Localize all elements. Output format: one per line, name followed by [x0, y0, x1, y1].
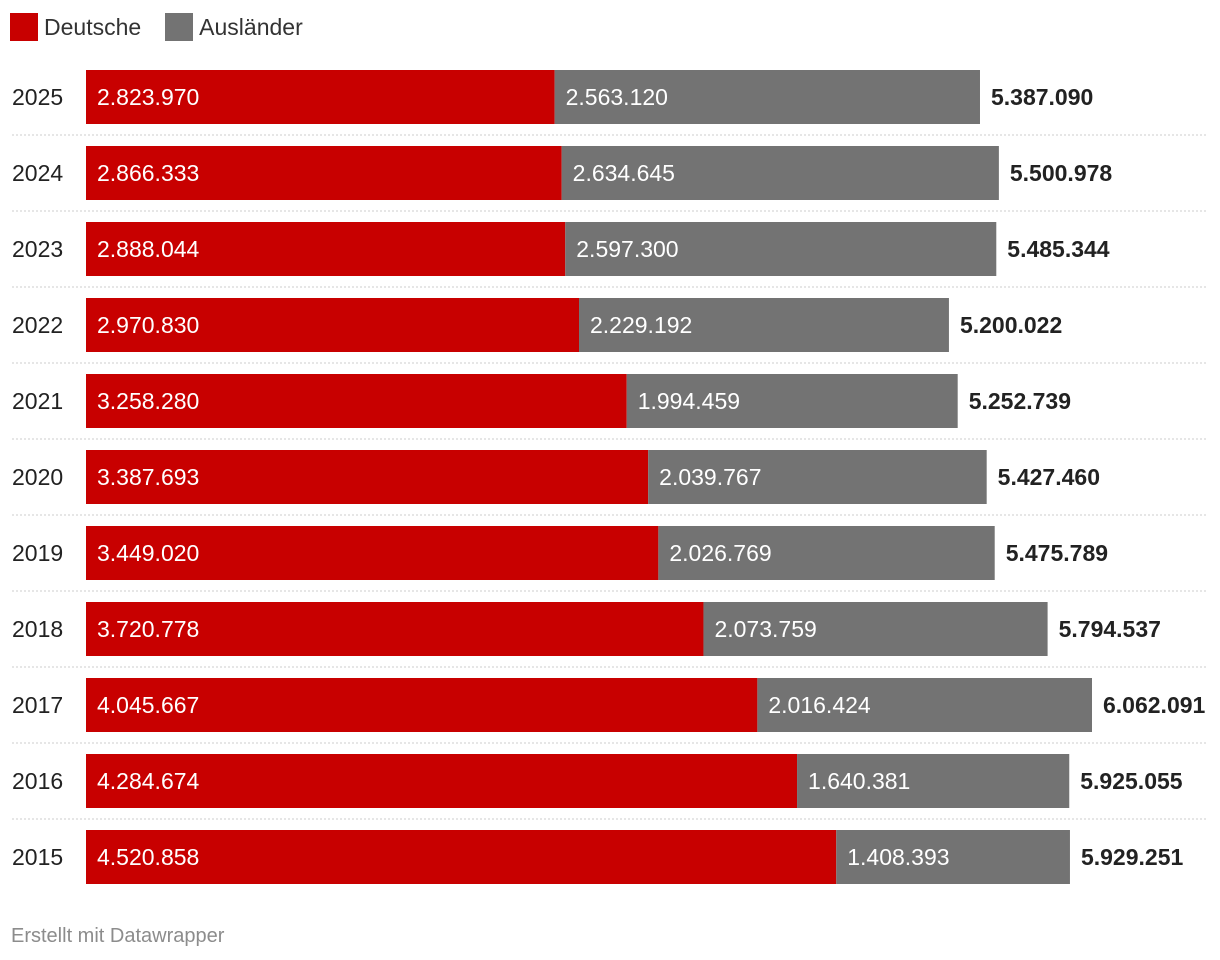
year-label: 2017 [12, 692, 63, 718]
bar-segment-auslaender [658, 526, 995, 580]
year-label: 2022 [12, 312, 63, 338]
total-label: 5.925.055 [1080, 768, 1183, 794]
value-label-deutsche: 3.387.693 [97, 464, 199, 490]
bar-segment-auslaender [757, 678, 1092, 732]
year-label: 2016 [12, 768, 63, 794]
legend: Deutsche Ausländer [10, 12, 303, 42]
bar-segment-auslaender [565, 222, 997, 276]
bar-segment-deutsche [86, 602, 704, 656]
value-label-auslaender: 1.408.393 [847, 844, 949, 870]
total-label: 5.794.537 [1059, 616, 1161, 642]
bar-segment-deutsche [86, 830, 837, 884]
bar-segment-deutsche [86, 146, 562, 200]
bar-segment-auslaender [648, 450, 987, 504]
bar-segment-deutsche [86, 450, 649, 504]
value-label-deutsche: 2.823.970 [97, 84, 199, 110]
year-label: 2020 [12, 464, 63, 490]
year-label: 2025 [12, 84, 63, 110]
value-label-auslaender: 2.229.192 [590, 312, 692, 338]
value-label-deutsche: 4.045.667 [97, 692, 199, 718]
total-label: 5.929.251 [1081, 844, 1184, 870]
bar-segment-auslaender [626, 374, 958, 428]
value-label-auslaender: 2.073.759 [714, 616, 816, 642]
value-label-deutsche: 2.866.333 [97, 160, 199, 186]
year-label: 2024 [12, 160, 63, 186]
value-label-deutsche: 3.258.280 [97, 388, 199, 414]
total-label: 5.387.090 [991, 84, 1093, 110]
value-label-auslaender: 1.640.381 [808, 768, 910, 794]
legend-label-deutsche: Deutsche [44, 13, 142, 40]
value-label-auslaender: 2.026.769 [669, 540, 771, 566]
legend-swatch-auslaender [165, 13, 194, 41]
value-label-deutsche: 4.284.674 [97, 768, 200, 794]
year-label: 2019 [12, 540, 63, 566]
value-label-auslaender: 1.994.459 [638, 388, 740, 414]
bar-segment-auslaender [703, 602, 1048, 656]
bar-segment-deutsche [86, 374, 627, 428]
bar-segment-deutsche [86, 298, 580, 352]
value-label-auslaender: 2.634.645 [573, 160, 675, 186]
value-label-deutsche: 3.720.778 [97, 616, 199, 642]
value-label-deutsche: 3.449.020 [97, 540, 199, 566]
legend-item-auslaender: Ausländer [165, 13, 303, 41]
bar-segment-auslaender [836, 830, 1070, 884]
bar-segment-auslaender [579, 298, 949, 352]
value-label-deutsche: 2.888.044 [97, 236, 200, 262]
value-label-deutsche: 4.520.858 [97, 844, 199, 870]
stacked-bar-chart: 2025 2.823.970 2.563.120 5.387.090 2024 2.866… [12, 70, 1208, 884]
value-label-auslaender: 2.563.120 [566, 84, 668, 110]
total-label: 6.062.091 [1103, 692, 1206, 718]
bar-segment-deutsche [86, 222, 566, 276]
value-label-deutsche: 2.970.830 [97, 312, 199, 338]
total-label: 5.500.978 [1010, 160, 1113, 186]
value-label-auslaender: 2.597.300 [576, 236, 678, 262]
legend-item-deutsche: Deutsche [10, 13, 141, 41]
total-label: 5.485.344 [1007, 236, 1110, 262]
value-label-auslaender: 2.039.767 [659, 464, 761, 490]
value-label-auslaender: 2.016.424 [768, 692, 871, 718]
legend-label-auslaender: Ausländer [199, 13, 303, 40]
total-label: 5.427.460 [998, 464, 1100, 490]
bar-segment-deutsche [86, 526, 659, 580]
total-label: 5.200.022 [960, 312, 1062, 338]
bar-segment-deutsche [86, 754, 798, 808]
bar-segment-auslaender [554, 70, 980, 124]
bar-segment-deutsche [86, 678, 758, 732]
total-label: 5.475.789 [1006, 540, 1108, 566]
year-label: 2015 [12, 844, 63, 870]
bar-segment-deutsche [86, 70, 555, 124]
total-label: 5.252.739 [969, 388, 1071, 414]
year-label: 2023 [12, 236, 63, 262]
legend-swatch-deutsche [10, 13, 38, 41]
year-label: 2018 [12, 616, 63, 642]
year-label: 2021 [12, 388, 63, 414]
footer-credit: Erstellt mit Datawrapper [11, 925, 225, 947]
bar-segment-auslaender [797, 754, 1070, 808]
bar-segment-auslaender [561, 146, 999, 200]
